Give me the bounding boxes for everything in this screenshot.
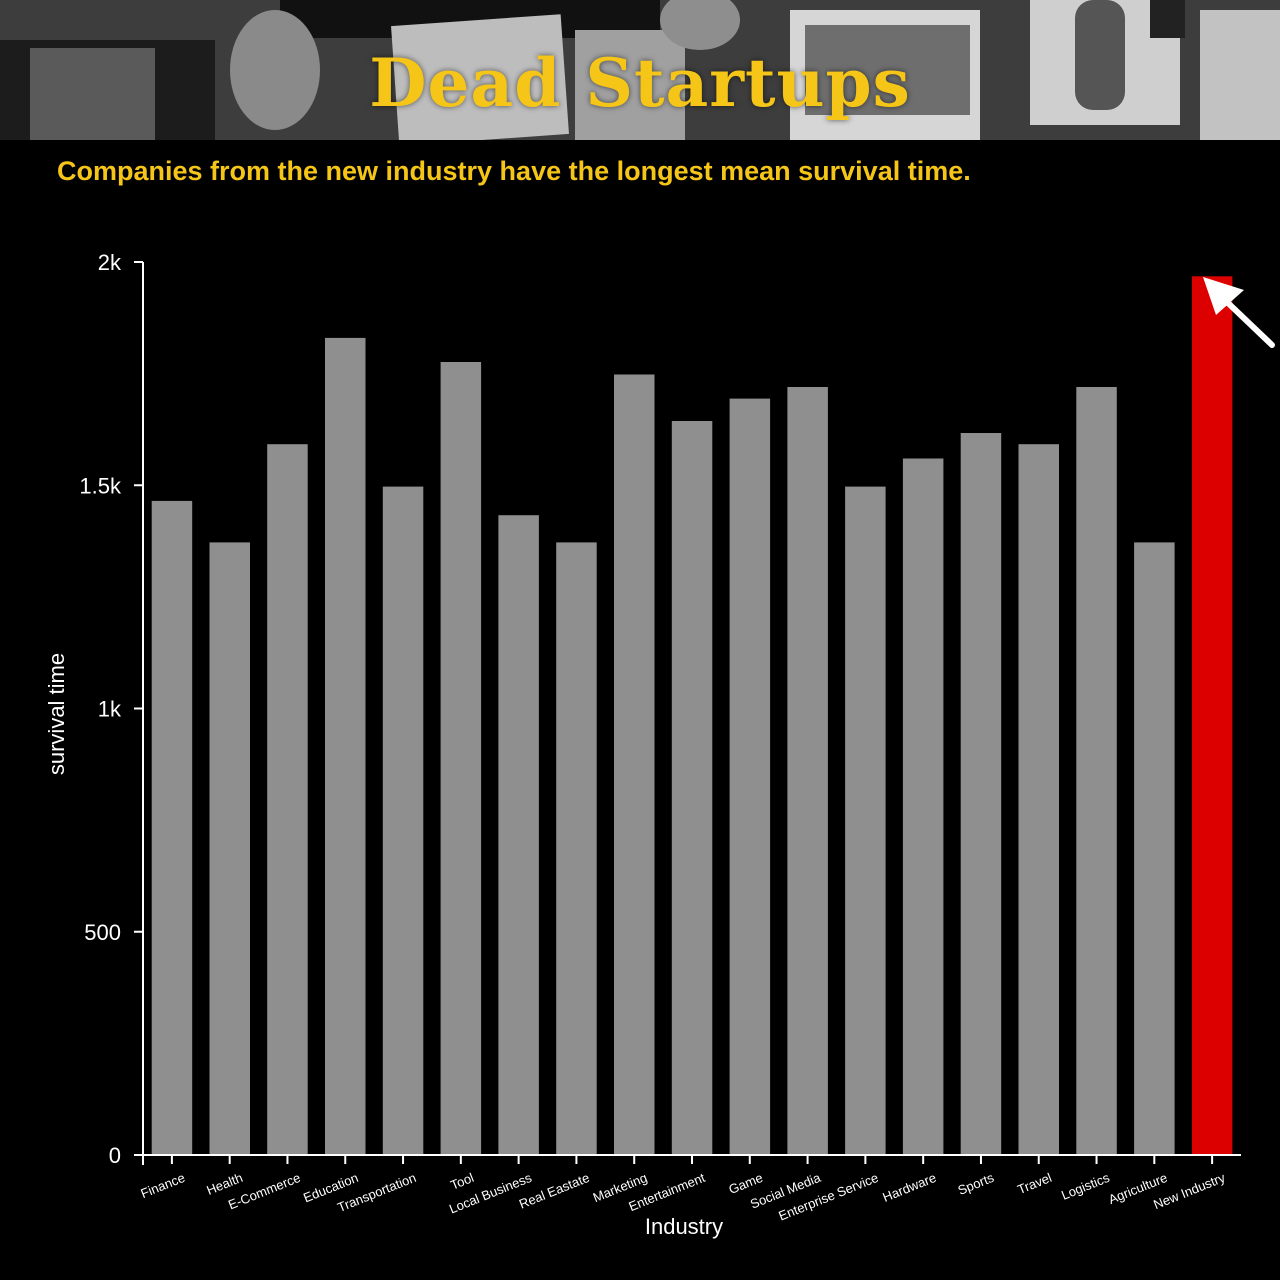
bar-entertainment [671, 421, 713, 1155]
bar-education [325, 337, 366, 1155]
chart-subtitle: Companies from the new industry have the… [57, 156, 971, 186]
x-tick-label: Tool [448, 1170, 476, 1193]
bar-enterprise-service [845, 486, 886, 1156]
bar-social-media [787, 387, 828, 1155]
bar-sports [960, 433, 1002, 1155]
bar-hardware [902, 458, 944, 1155]
bar-local-business [498, 515, 539, 1155]
bar-tool [440, 362, 482, 1155]
page-title: Dead Startups [369, 44, 911, 122]
x-axis-title: Industry [645, 1214, 723, 1239]
highlight-arrow-icon [1203, 277, 1275, 348]
y-tick-label: 1k [98, 697, 122, 722]
y-tick-label: 0 [109, 1143, 121, 1168]
bar-marketing [614, 374, 655, 1155]
bar-logistics [1076, 387, 1117, 1155]
bar-travel [1018, 444, 1059, 1155]
x-tick-label: Sports [956, 1170, 997, 1198]
bar-agriculture [1134, 542, 1175, 1155]
y-ticks-group: 0 500 1k 1.5k 2k [79, 250, 143, 1168]
bar-real-eastate [556, 542, 597, 1155]
x-tick-label: Enterprise Service [776, 1170, 880, 1224]
header-banner: Dead Startups [0, 0, 1280, 140]
y-tick-label: 2k [98, 250, 122, 275]
x-tick-label: Travel [1015, 1170, 1054, 1197]
y-tick-label: 1.5k [79, 473, 122, 498]
y-tick-label: 500 [84, 920, 121, 945]
x-tick-label: Hardware [880, 1170, 938, 1205]
bar-finance [151, 500, 193, 1155]
bar-new-industry [1191, 276, 1233, 1155]
y-axis-title: survival time [44, 653, 69, 775]
x-tick-label: Finance [139, 1170, 188, 1201]
bar-transportation [382, 486, 424, 1156]
banner-photo [0, 0, 1280, 140]
bar-e-commerce [267, 444, 308, 1155]
bar-health [209, 542, 250, 1155]
bars-group [151, 276, 1233, 1156]
bar-game [729, 398, 771, 1156]
x-tick-label: Logistics [1059, 1170, 1112, 1203]
